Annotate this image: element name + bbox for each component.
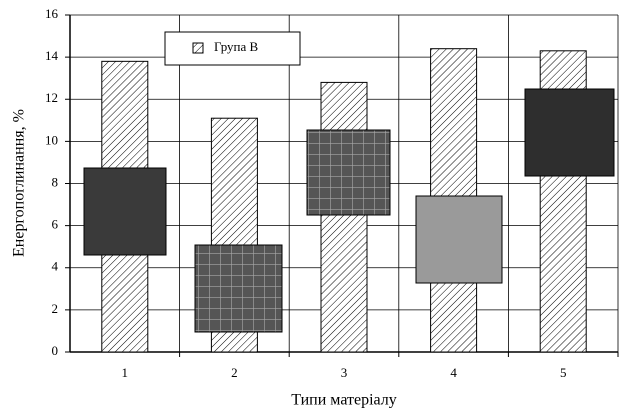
y-tick-label: 2 bbox=[52, 301, 59, 316]
y-tick-label: 8 bbox=[52, 174, 59, 189]
y-tick-label: 0 bbox=[52, 343, 59, 358]
y-tick-label: 12 bbox=[45, 90, 58, 105]
y-tick-label: 10 bbox=[45, 132, 58, 147]
legend-swatch bbox=[192, 42, 204, 54]
y-axis-title: Енергопоглинання, % bbox=[11, 109, 28, 257]
photo-inset bbox=[524, 88, 615, 177]
x-tick-label: 5 bbox=[560, 365, 567, 380]
x-tick-label: 4 bbox=[450, 365, 457, 380]
x-tick-label: 3 bbox=[341, 365, 348, 380]
y-tick-label: 14 bbox=[45, 48, 59, 63]
bar bbox=[320, 81, 368, 353]
legend: Група В bbox=[164, 31, 301, 66]
x-tick-label: 2 bbox=[231, 365, 238, 380]
y-tick-label: 6 bbox=[52, 217, 59, 232]
x-tick-label: 1 bbox=[122, 365, 129, 380]
photo-inset bbox=[83, 167, 167, 256]
photo-inset bbox=[306, 129, 391, 216]
photo-inset bbox=[415, 195, 503, 284]
y-tick-label: 16 bbox=[45, 6, 59, 21]
photo-inset bbox=[194, 244, 283, 333]
photo-insets bbox=[83, 88, 615, 333]
legend-label: Група В bbox=[214, 39, 259, 54]
y-tick-label: 4 bbox=[52, 259, 59, 274]
legend-box bbox=[164, 31, 301, 66]
x-axis-title: Типи матеріалу bbox=[291, 392, 397, 409]
